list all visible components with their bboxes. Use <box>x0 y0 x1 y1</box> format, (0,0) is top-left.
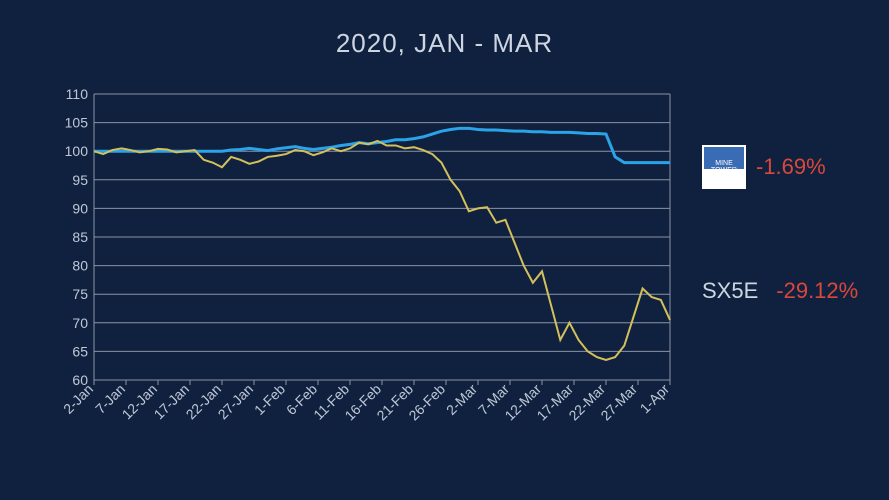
svg-text:75: 75 <box>72 286 88 302</box>
svg-text:1-Apr: 1-Apr <box>637 381 673 417</box>
svg-text:27-Jan: 27-Jan <box>215 381 257 423</box>
series-b-pct: -29.12% <box>776 278 858 304</box>
svg-text:90: 90 <box>72 200 88 216</box>
svg-text:26-Feb: 26-Feb <box>405 381 448 424</box>
line-chart: 60657075808590951001051102-Jan7-Jan12-Ja… <box>56 88 676 460</box>
svg-text:27-Mar: 27-Mar <box>597 381 640 424</box>
chart-title: 2020, JAN - MAR <box>0 28 889 59</box>
svg-text:70: 70 <box>72 315 88 331</box>
svg-text:80: 80 <box>72 258 88 274</box>
series-a-pct: -1.69% <box>756 154 826 180</box>
icon-label: MINE TOWER <box>704 160 744 174</box>
svg-text:85: 85 <box>72 229 88 245</box>
series-b-symbol: SX5E <box>702 278 758 304</box>
svg-text:17-Jan: 17-Jan <box>151 381 193 423</box>
mine-tower-icon: MINE TOWER <box>702 145 746 189</box>
svg-text:2-Jan: 2-Jan <box>60 381 96 417</box>
legend-series-a: MINE TOWER -1.69% <box>702 145 826 189</box>
legend-series-b: SX5E -29.12% <box>702 278 858 304</box>
chart-svg: 60657075808590951001051102-Jan7-Jan12-Ja… <box>56 88 676 460</box>
svg-text:100: 100 <box>65 143 89 159</box>
svg-text:95: 95 <box>72 172 88 188</box>
svg-text:12-Jan: 12-Jan <box>119 381 161 423</box>
svg-text:110: 110 <box>66 88 89 102</box>
svg-text:2-Mar: 2-Mar <box>443 381 480 418</box>
svg-text:1-Feb: 1-Feb <box>251 381 288 418</box>
svg-text:105: 105 <box>65 115 89 131</box>
svg-text:22-Jan: 22-Jan <box>183 381 225 423</box>
svg-text:65: 65 <box>72 343 88 359</box>
